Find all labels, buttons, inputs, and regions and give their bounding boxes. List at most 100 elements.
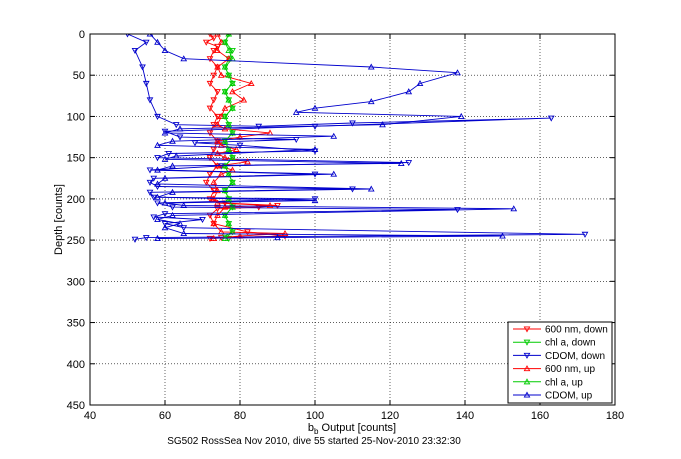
data-point (229, 178, 236, 185)
data-point (154, 193, 161, 200)
y-tick-label: 300 (67, 276, 85, 288)
data-point (165, 151, 173, 158)
data-point (379, 121, 386, 128)
data-point (154, 200, 161, 207)
y-tick-label: 0 (79, 29, 85, 41)
data-point (247, 79, 255, 86)
data-point (154, 141, 161, 148)
data-point (232, 145, 240, 152)
data-point (169, 137, 176, 144)
data-point (206, 105, 214, 112)
data-point (154, 38, 161, 45)
data-point (202, 39, 210, 46)
data-point (154, 180, 161, 187)
data-point (176, 125, 184, 132)
data-point (405, 88, 413, 95)
data-point (210, 146, 218, 153)
data-point (206, 235, 214, 242)
data-point (161, 155, 169, 162)
x-tick-label: 140 (456, 410, 474, 422)
data-point (206, 196, 214, 203)
data-point (225, 71, 233, 78)
data-point (206, 56, 214, 63)
data-point (221, 104, 229, 111)
y-axis-label: Depth [counts] (53, 184, 65, 255)
series-layer (125, 34, 589, 243)
y-tick-label: 400 (67, 359, 85, 371)
y-tick-labels: 0 50 100 150 200 250 300 350 400 450 (67, 29, 85, 412)
data-point (274, 234, 281, 241)
legend-entry-600-nm-down: 600 nm, down (513, 325, 608, 336)
x-tick-label: 60 (159, 410, 171, 422)
data-point (457, 112, 465, 119)
data-point (221, 63, 229, 70)
data-point (274, 202, 281, 210)
data-point (214, 34, 221, 37)
data-point (225, 96, 233, 103)
legend: 600 nm, down chl a, down CDOM, down 600 nm,… (507, 321, 613, 404)
data-point (206, 155, 214, 162)
data-point (161, 221, 169, 228)
data-point (146, 34, 154, 37)
x-tick-label: 160 (531, 410, 549, 422)
data-point (146, 97, 154, 104)
legend-entry-cdom-up: CDOM, up (513, 391, 593, 402)
data-point (180, 229, 188, 237)
legend-label: CDOM, down (545, 351, 605, 362)
x-tick-label: 80 (234, 410, 246, 422)
data-point (217, 38, 225, 45)
data-point (367, 98, 375, 105)
data-point (161, 174, 169, 181)
data-point (225, 235, 233, 242)
legend-label: CDOM, up (545, 391, 593, 402)
data-point (161, 211, 169, 218)
data-point (581, 231, 589, 238)
x-tick-label: 120 (381, 410, 399, 422)
data-point (161, 128, 169, 135)
data-point (169, 204, 176, 211)
data-point (217, 71, 225, 78)
x-axis-label-b: b (308, 422, 314, 434)
data-point (510, 205, 518, 212)
data-point (266, 201, 274, 209)
data-point (292, 108, 300, 115)
data-point (221, 38, 229, 45)
series-line-cdom-up (149, 34, 514, 239)
data-point (225, 220, 233, 227)
data-point (199, 216, 206, 224)
data-point (210, 97, 218, 104)
data-point (172, 122, 180, 129)
data-point (225, 46, 233, 54)
data-point (454, 69, 461, 76)
data-point (217, 112, 225, 119)
data-point (225, 34, 233, 37)
data-point (229, 104, 236, 111)
data-point (311, 145, 319, 152)
x-axis-label-rest: Output [counts] (318, 422, 396, 434)
y-tick-label: 50 (73, 70, 85, 82)
data-point (180, 55, 188, 62)
data-point (397, 159, 405, 166)
legend-entry-cdom-down: CDOM, down (513, 351, 605, 362)
data-point (142, 235, 150, 242)
data-point (229, 88, 236, 95)
data-point (206, 171, 214, 178)
data-point (202, 179, 210, 186)
y-tick-label: 100 (67, 111, 85, 123)
data-point (547, 115, 555, 122)
plot-frame (89, 33, 616, 406)
data-point (214, 199, 221, 206)
data-point (214, 137, 221, 144)
data-point (154, 215, 161, 223)
data-point (221, 125, 229, 132)
data-point (169, 211, 176, 218)
legend-label: 600 nm, down (545, 325, 608, 336)
data-point (142, 39, 150, 46)
data-point (311, 104, 319, 111)
data-point (154, 166, 161, 173)
data-point (214, 187, 221, 194)
data-point (229, 129, 236, 136)
data-point (210, 47, 218, 55)
data-point (221, 203, 229, 210)
